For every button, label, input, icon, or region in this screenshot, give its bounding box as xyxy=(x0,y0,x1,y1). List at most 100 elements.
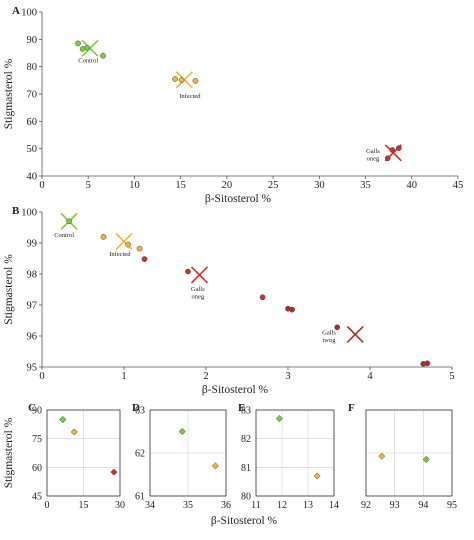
data-point-infected xyxy=(192,78,199,84)
x-tick-label: 5 xyxy=(86,180,91,191)
data-point-control xyxy=(79,46,86,52)
data-point-infected xyxy=(211,462,219,470)
data-point-infected xyxy=(70,428,78,436)
shared-y-axis-title: Stigmasterol % xyxy=(3,417,15,488)
group-label-infected: Infected xyxy=(179,93,201,100)
data-point-galls xyxy=(384,155,391,162)
x-tick-label: 3 xyxy=(285,371,290,382)
y-tick-label: 40 xyxy=(27,172,38,183)
data-point-galls xyxy=(141,256,148,262)
centroid-cross-galls_dark xyxy=(346,325,364,344)
x-tick-label: 15 xyxy=(79,500,89,511)
y-tick-label: 45 xyxy=(32,492,42,503)
y-tick-label: 99 xyxy=(27,239,38,250)
data-point-galls_dark xyxy=(424,360,431,367)
x-tick-label: 12 xyxy=(277,500,287,511)
y-tick-label: 60 xyxy=(27,117,38,128)
panel-label-d: D xyxy=(132,402,140,414)
x-tick-label: 0 xyxy=(39,371,44,382)
data-point-control xyxy=(84,44,91,51)
data-point-infected xyxy=(136,245,143,252)
x-axis-title: β-Sitosterol % xyxy=(205,193,272,205)
group-label-galls: Galls xyxy=(191,286,205,293)
y-tick-label: 80 xyxy=(27,62,38,73)
y-tick-label: 95 xyxy=(27,363,38,374)
data-point-galls xyxy=(185,268,191,275)
x-tick-label: 35 xyxy=(183,500,193,511)
x-tick-label: 11 xyxy=(251,500,261,511)
x-tick-label: 13 xyxy=(303,500,313,511)
x-tick-label: 14 xyxy=(329,500,339,511)
x-tick-label: 93 xyxy=(390,500,400,511)
x-tick-label: 30 xyxy=(115,500,125,511)
y-tick-label: 100 xyxy=(21,208,37,219)
x-tick-label: 5 xyxy=(449,371,454,382)
group-label-infected: Infected xyxy=(109,251,131,258)
panel-label-f: F xyxy=(348,402,355,414)
y-tick-label: 100 xyxy=(21,8,37,19)
y-axis-title: Stigmasterol % xyxy=(3,58,15,129)
y-tick-label: 50 xyxy=(27,144,38,155)
group-label-control: Control xyxy=(78,58,98,65)
y-tick-label: 90 xyxy=(27,35,38,46)
x-tick-label: 2 xyxy=(203,371,208,382)
x-tick-label: 30 xyxy=(314,180,325,191)
data-point-galls xyxy=(110,468,118,476)
data-point-infected xyxy=(172,76,178,82)
data-point-galls_dark xyxy=(289,306,295,313)
data-point-infected xyxy=(178,77,185,83)
group-label-galls: oneg xyxy=(191,294,204,301)
centroid-cross-galls xyxy=(190,266,209,284)
plot-frame xyxy=(46,409,121,497)
data-point-galls xyxy=(259,294,266,301)
data-point-galls xyxy=(389,147,396,153)
x-tick-label: 36 xyxy=(221,500,231,511)
y-tick-label: 90 xyxy=(32,406,42,417)
data-point-infected xyxy=(125,241,131,248)
y-tick-label: 75 xyxy=(32,434,42,445)
group-label-galls: Galls xyxy=(366,148,380,155)
y-tick-label: 96 xyxy=(27,332,38,343)
centroid-cross-infected xyxy=(115,232,133,251)
data-point-galls xyxy=(395,145,402,151)
y-tick-label: 82 xyxy=(241,434,251,445)
panel-label-c: C xyxy=(28,402,36,414)
x-tick-label: 94 xyxy=(418,500,428,511)
data-point-infected xyxy=(100,233,107,240)
x-tick-label: 25 xyxy=(268,180,279,191)
x-tick-label: 92 xyxy=(361,500,371,511)
panel-label-a: A xyxy=(12,5,20,17)
panel-label-e: E xyxy=(238,402,245,414)
x-tick-label: 95 xyxy=(447,500,457,511)
x-tick-label: 40 xyxy=(407,180,418,191)
data-point-control xyxy=(275,415,283,423)
x-tick-label: 10 xyxy=(129,180,140,191)
x-tick-label: 0 xyxy=(39,180,44,191)
y-tick-label: 62 xyxy=(135,449,145,460)
data-point-control xyxy=(66,218,72,225)
x-axis-title: β-Sitosterol % xyxy=(202,384,269,396)
data-point-control xyxy=(75,40,81,47)
plot-frame xyxy=(255,409,335,497)
group-label-galls_dark: Galls xyxy=(322,329,336,336)
data-point-galls_dark xyxy=(334,324,341,331)
panel-label-b: B xyxy=(12,205,20,217)
y-tick-label: 80 xyxy=(241,492,251,503)
x-tick-label: 1 xyxy=(121,371,126,382)
group-label-galls: oneg xyxy=(367,155,380,162)
y-tick-label: 81 xyxy=(241,463,251,474)
x-tick-label: 20 xyxy=(222,180,233,191)
x-tick-label: 35 xyxy=(360,180,371,191)
y-axis-title: Stigmasterol % xyxy=(3,254,15,325)
y-tick-label: 63 xyxy=(135,406,145,417)
data-point-infected xyxy=(313,472,321,480)
y-tick-label: 70 xyxy=(27,90,38,101)
x-tick-label: 45 xyxy=(453,180,464,191)
y-tick-label: 98 xyxy=(27,270,38,281)
x-tick-label: 34 xyxy=(145,500,155,511)
x-tick-label: 0 xyxy=(45,500,50,511)
plot-frame xyxy=(149,409,227,497)
y-tick-label: 60 xyxy=(32,463,42,474)
y-tick-label: 83 xyxy=(241,406,251,417)
